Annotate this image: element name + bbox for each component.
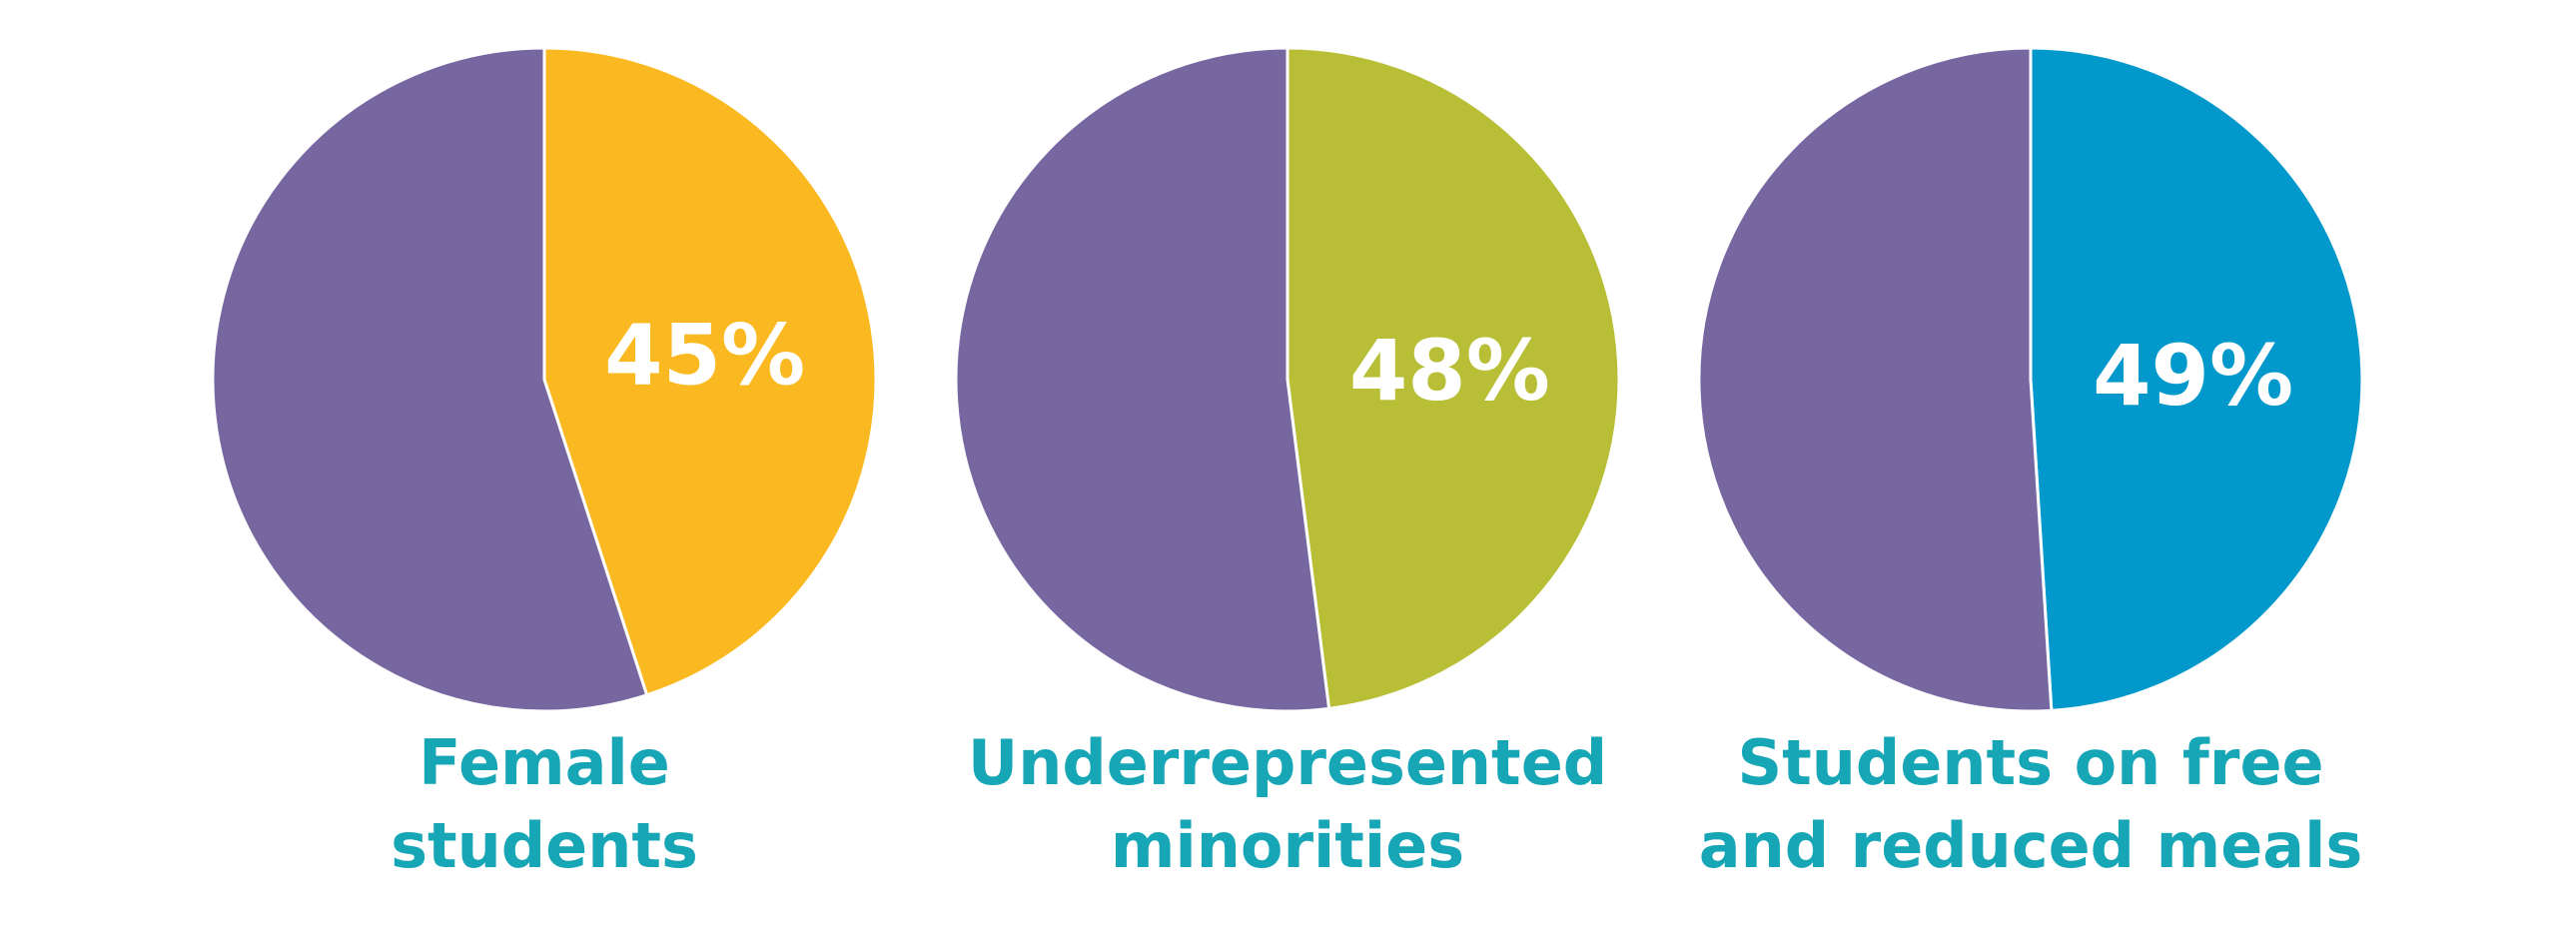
pie-1-caption-line-1: Female bbox=[419, 726, 670, 799]
pie-chart-1: 45% Female students bbox=[211, 46, 878, 882]
pie-1-caption-line-2: students bbox=[391, 809, 698, 882]
pie-3-slice-1 bbox=[2029, 46, 2364, 712]
pie-3-slice-2 bbox=[1697, 46, 2054, 713]
pie-1-slice-1 bbox=[542, 46, 878, 697]
pie-3-caption-line-2: and reduced meals bbox=[1699, 809, 2363, 882]
pie-1-percent-label: 45% bbox=[604, 307, 805, 405]
pie-2-caption-line-1: Underrepresented bbox=[968, 726, 1607, 799]
pie-3-caption-line-1: Students on free bbox=[1737, 726, 2323, 799]
pie-2-slice-1 bbox=[1286, 46, 1621, 710]
pie-2-slice-2 bbox=[954, 46, 1331, 713]
pie-2-percent-label: 48% bbox=[1349, 322, 1550, 420]
pie-chart-3: 49% Students on free and reduced meals bbox=[1697, 46, 2364, 882]
pie-1-slice-2 bbox=[211, 46, 649, 713]
pie-2-caption-line-2: minorities bbox=[1111, 809, 1464, 882]
pie-3-percent-label: 49% bbox=[2093, 327, 2293, 425]
pie-chart-2: 48% Underrepresented minorities bbox=[954, 46, 1621, 882]
